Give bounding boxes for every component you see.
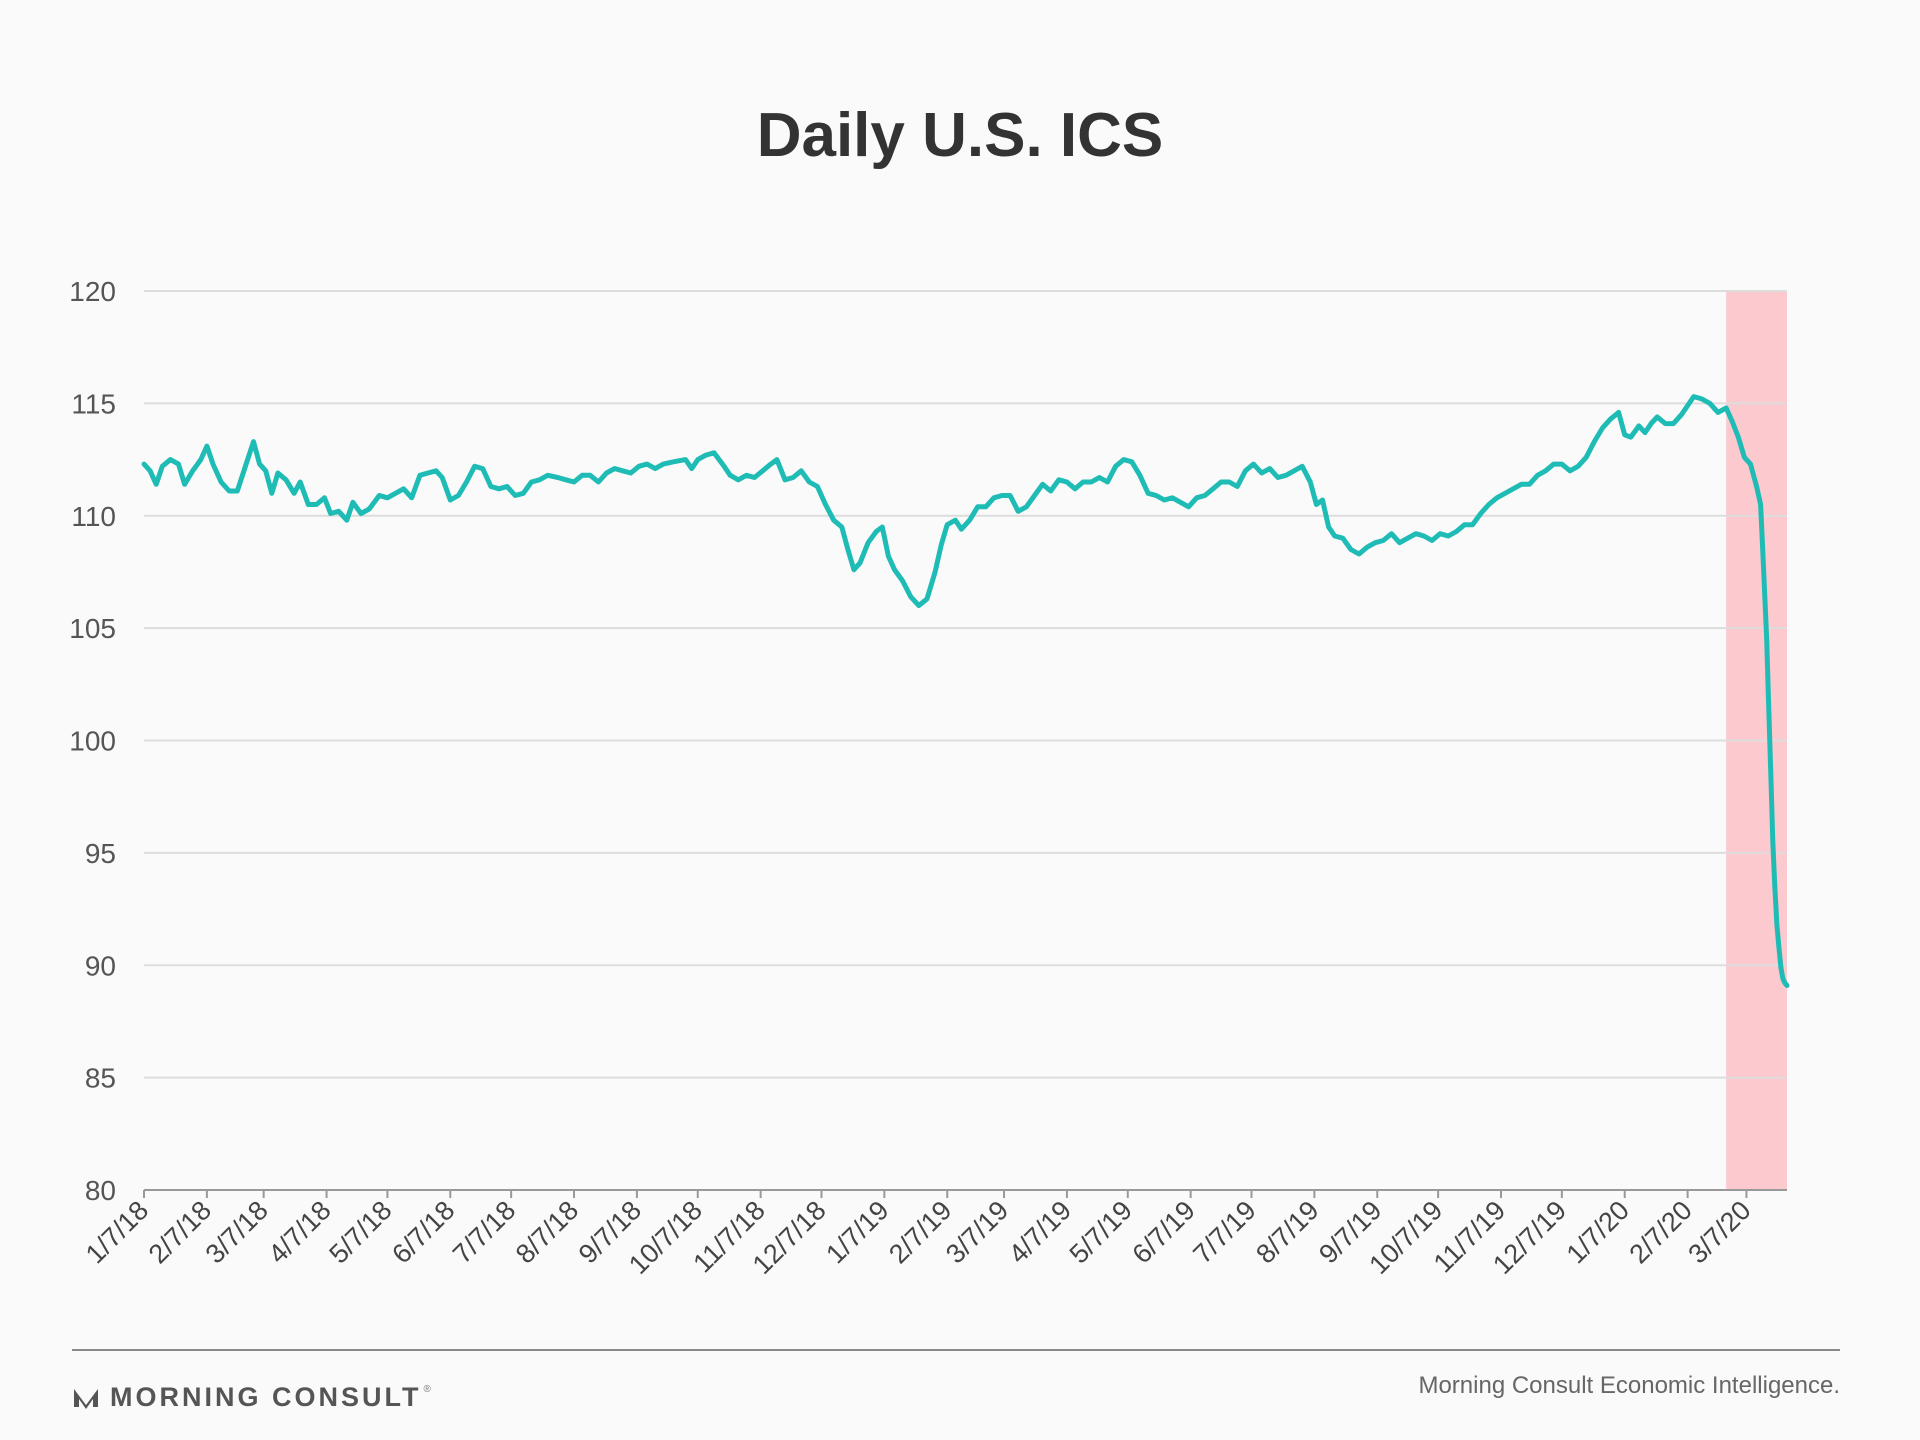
x-tick-label-5: 6/7/18 — [386, 1195, 460, 1269]
x-tick-label-17: 6/7/19 — [1127, 1195, 1201, 1269]
chart-title: Daily U.S. ICS — [756, 101, 1164, 170]
x-tick-label-4: 5/7/18 — [323, 1195, 397, 1269]
x-axis: 1/7/182/7/183/7/184/7/185/7/186/7/187/7/… — [80, 1189, 1787, 1280]
y-tick-label-105: 105 — [69, 613, 116, 644]
x-tick-label-13: 2/7/19 — [883, 1195, 957, 1269]
y-tick-label-85: 85 — [85, 1063, 116, 1094]
x-tick-label-6: 7/7/18 — [447, 1195, 521, 1269]
brand-trademark: ® — [423, 1383, 431, 1395]
x-tick-label-3: 4/7/18 — [262, 1195, 336, 1269]
morning-consult-logo-icon — [74, 1389, 98, 1409]
y-tick-label-80: 80 — [85, 1175, 116, 1206]
y-tick-label-95: 95 — [85, 838, 116, 869]
x-tick-label-1: 2/7/18 — [143, 1195, 217, 1269]
footer-divider — [72, 1349, 1840, 1351]
x-tick-label-16: 5/7/19 — [1064, 1195, 1138, 1269]
source-note: Morning Consult Economic Intelligence. — [1418, 1372, 1840, 1399]
gridlines — [144, 290, 1787, 1079]
y-tick-label-100: 100 — [69, 726, 116, 757]
x-tick-label-0: 1/7/18 — [80, 1195, 154, 1269]
series-line-0 — [141, 394, 1790, 988]
x-tick-label-12: 1/7/19 — [820, 1195, 894, 1269]
y-tick-label-90: 90 — [85, 950, 116, 981]
x-tick-label-25: 2/7/20 — [1624, 1195, 1698, 1269]
x-tick-label-24: 1/7/20 — [1561, 1195, 1635, 1269]
x-tick-label-15: 4/7/19 — [1003, 1195, 1077, 1269]
x-tick-label-26: 3/7/20 — [1682, 1195, 1756, 1269]
brand-logo: MORNING CONSULT ® — [72, 1380, 431, 1414]
brand-name: MORNING CONSULT — [110, 1381, 422, 1412]
x-tick-label-7: 8/7/18 — [510, 1195, 584, 1269]
y-tick-label-115: 115 — [71, 388, 116, 419]
x-tick-label-14: 3/7/19 — [940, 1195, 1014, 1269]
x-tick-label-19: 8/7/19 — [1250, 1195, 1324, 1269]
x-tick-label-2: 3/7/18 — [200, 1195, 274, 1269]
x-tick-label-18: 7/7/19 — [1187, 1195, 1261, 1269]
y-axis-ticks: 80 85 90 95 100 105 110 115 120 — [69, 276, 116, 1206]
series-layer — [141, 394, 1790, 988]
y-tick-label-120: 120 — [69, 276, 116, 307]
y-tick-label-110: 110 — [71, 501, 116, 532]
